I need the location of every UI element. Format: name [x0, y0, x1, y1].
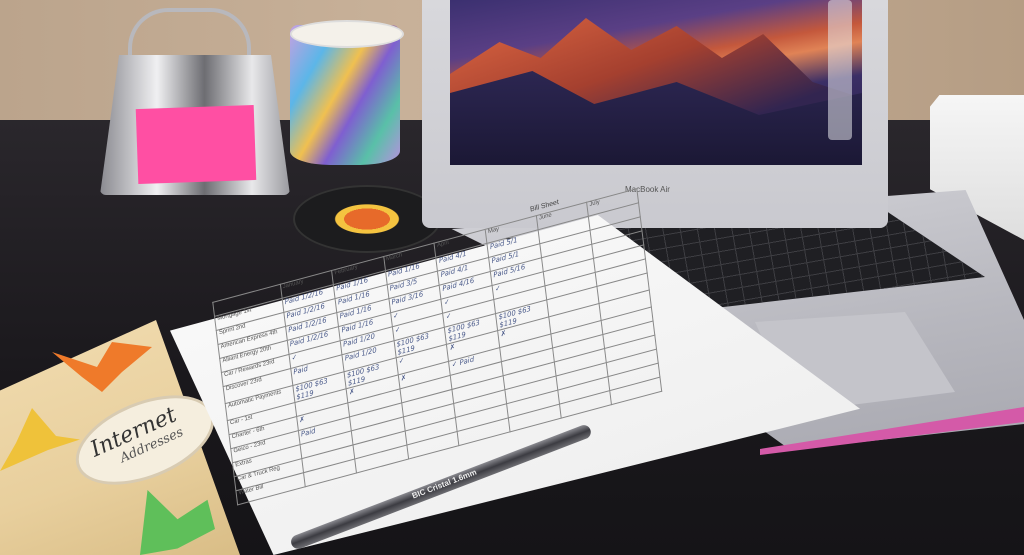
dock [828, 0, 852, 140]
handwritten-entry: ✗ [500, 328, 507, 339]
handwritten-entry: Paid [300, 426, 316, 439]
handwritten-entry: ✓ [494, 283, 502, 294]
laptop-screen [450, 0, 862, 165]
handwritten-entry: ✗ [348, 387, 356, 397]
pink-sticky-notes [135, 104, 257, 185]
handwritten-entry: Paid [292, 364, 309, 377]
laptop-brand-label: MacBook Air [625, 185, 670, 194]
handwritten-entry: ✗ [400, 373, 407, 383]
handwritten-entry: ✓ [443, 297, 451, 308]
record-coaster [293, 185, 441, 253]
purse-handle [128, 8, 251, 82]
handwritten-entry: ✓ [445, 311, 453, 322]
painted-mug [290, 25, 400, 165]
handwritten-entry: ✓ [291, 352, 298, 363]
handwritten-entry: ✓ [394, 325, 402, 335]
handwritten-entry: ✗ [449, 342, 456, 353]
handwritten-entry: ✓ [392, 311, 400, 321]
handwritten-entry: ✗ [298, 414, 306, 425]
handwritten-entry: ✓ [398, 356, 405, 366]
mug-rim [290, 20, 404, 48]
